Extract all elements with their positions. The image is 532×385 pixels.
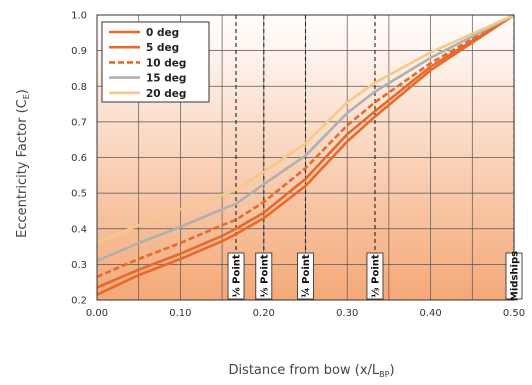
plot-border <box>96 14 515 301</box>
reference-label-box <box>505 252 523 300</box>
y-tick-label: 0.4 <box>71 224 87 235</box>
reference-label-text: ⅓ Point <box>370 254 381 298</box>
legend-label: 10 deg <box>146 57 186 69</box>
reference-line-label: ⅕ Point <box>255 252 273 300</box>
x-tick-label: 0.00 <box>86 308 108 319</box>
x-tick-label: 0.30 <box>336 308 358 319</box>
y-tick-label: 0.7 <box>71 117 87 128</box>
x-axis-title: Distance from bow (x/LBP) <box>228 363 394 379</box>
legend-item: 0 deg <box>109 27 179 39</box>
y-tick-label: 0.2 <box>71 296 87 307</box>
series-line <box>96 13 515 245</box>
series-line <box>96 13 515 278</box>
reference-label-box <box>255 252 273 300</box>
reference-line-label: ⅓ Point <box>366 252 384 300</box>
x-tick-label: 0.20 <box>253 308 275 319</box>
y-axis-title: Eccentricity Factor (CE) <box>15 89 31 238</box>
legend-item: 10 deg <box>109 57 186 69</box>
legend-item: 20 deg <box>109 88 186 100</box>
y-tick-label: 0.6 <box>71 153 87 164</box>
y-tick-label: 1.0 <box>71 11 87 22</box>
x-tick-label: 0.10 <box>169 308 191 319</box>
reference-label-text: ¼ Point <box>300 254 312 298</box>
y-tick-label: 0.5 <box>71 189 87 200</box>
legend: 0 deg 5 deg 10 deg 15 deg 20 deg <box>101 21 210 103</box>
reference-label-text: ⅙ Point <box>232 254 243 298</box>
reference-line-labels: ⅙ Point ⅕ Point ¼ Point ⅓ Point Midships <box>227 251 523 301</box>
legend-label: 5 deg <box>146 42 179 54</box>
y-tick-label: 0.8 <box>71 82 87 93</box>
y-axis-ticks: 0.2 0.3 0.4 0.5 0.6 0.7 0.8 0.9 1.0 <box>71 11 87 307</box>
reference-label-box <box>366 252 384 300</box>
reference-line-label: Midships <box>505 251 523 301</box>
reference-label-text: Midships <box>510 251 521 301</box>
reference-label-box <box>297 252 314 300</box>
x-tick-label: 0.40 <box>419 308 441 319</box>
legend-item: 5 deg <box>109 42 179 54</box>
reference-line-label: ¼ Point <box>297 252 314 300</box>
legend-label: 20 deg <box>146 88 186 100</box>
y-tick-label: 0.9 <box>71 46 87 57</box>
series-line <box>96 13 515 289</box>
y-tick-label: 0.3 <box>71 260 87 271</box>
series-group <box>96 13 515 296</box>
reference-label-text: ⅕ Point <box>259 254 270 298</box>
reference-line-label: ⅙ Point <box>227 252 245 300</box>
legend-label: 15 deg <box>146 73 186 85</box>
series-line <box>96 13 515 262</box>
legend-label: 0 deg <box>146 27 179 39</box>
x-axis-ticks: 0.00 0.10 0.20 0.30 0.40 0.50 <box>86 308 525 319</box>
x-tick-label: 0.50 <box>503 308 525 319</box>
reference-label-box <box>227 252 245 300</box>
series-line <box>96 13 515 296</box>
legend-item: 15 deg <box>109 73 186 85</box>
